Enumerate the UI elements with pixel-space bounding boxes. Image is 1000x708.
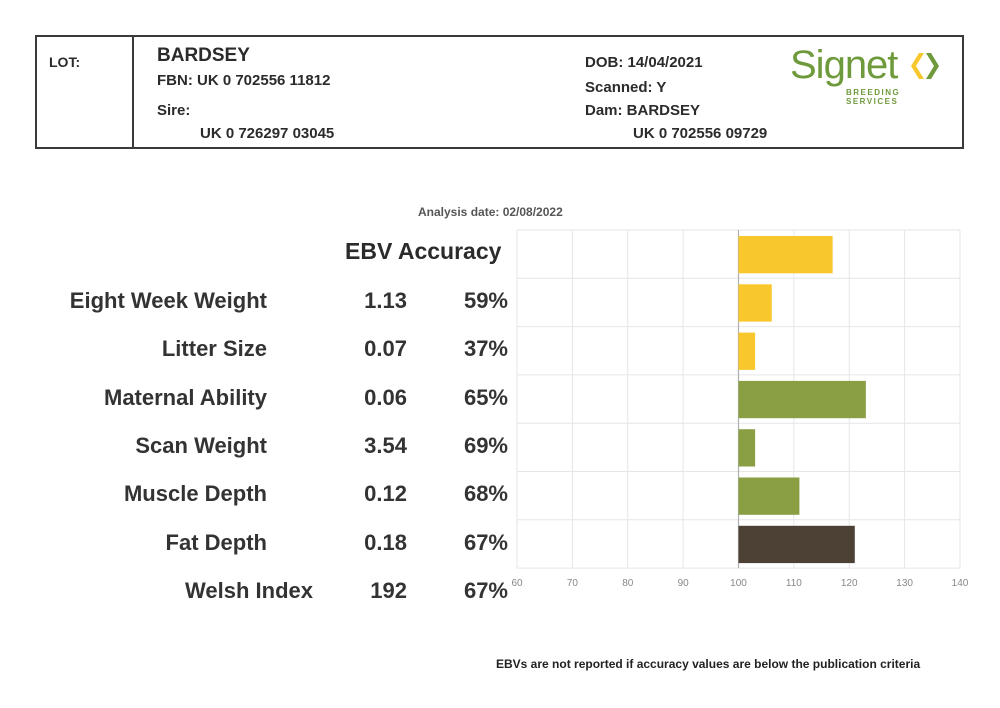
accuracy-value: 67%	[463, 529, 508, 555]
trait-label: Scan Weight	[135, 432, 267, 458]
ebv-value: 0.07	[364, 336, 407, 362]
footnote: EBVs are not reported if accuracy values…	[496, 657, 921, 671]
signet-chevrons-icon	[911, 53, 939, 79]
bar-maternal-ability	[738, 332, 756, 370]
x-tick-label: 80	[622, 578, 634, 589]
trait-label: Fat Depth	[165, 529, 267, 555]
dam-id: UK 0 702556 09729	[633, 125, 768, 142]
trait-label: Litter Size	[161, 336, 267, 362]
bar-eight-week-weight	[738, 236, 833, 274]
sire-label: Sire:	[157, 102, 191, 119]
bar-litter-size	[738, 284, 772, 322]
ebv-value: 0.18	[364, 529, 407, 555]
trait-label: Welsh Index	[185, 577, 313, 603]
trait-label: Maternal Ability	[104, 384, 267, 410]
animal-name: BARDSEY	[157, 45, 250, 66]
ebv-value: 1.13	[364, 288, 407, 313]
x-tick-label: 60	[511, 578, 523, 589]
fbn: FBN: UK 0 702556 11812	[157, 72, 331, 89]
signet-logo: Signet BREEDING SERVICES	[790, 43, 950, 106]
accuracy-value: 69%	[463, 432, 508, 458]
accuracy-value: 68%	[463, 481, 508, 507]
analysis-date: Analysis date: 02/08/2022	[418, 205, 563, 219]
header-divider	[132, 37, 134, 147]
sire-id: UK 0 726297 03045	[200, 125, 335, 142]
logo-subtitle: BREEDING SERVICES	[846, 88, 901, 106]
x-tick-label: 120	[841, 578, 858, 589]
x-tick-label: 110	[786, 578, 802, 589]
bar-muscle-depth	[738, 429, 756, 467]
x-tick-label: 70	[567, 578, 579, 589]
bar-scan-weight	[738, 380, 866, 419]
ebv-value: 3.54	[364, 432, 407, 458]
ebv-value: 0.12	[364, 481, 407, 507]
bar-fat-depth	[738, 477, 800, 515]
dob: DOB: 14/04/2021	[585, 54, 703, 71]
accuracy-value: 59%	[463, 288, 508, 313]
bar-welsh-index	[738, 525, 855, 564]
accuracy-value: 67%	[463, 577, 508, 603]
scanned: Scanned: Y	[585, 79, 667, 96]
accuracy-value: 65%	[463, 384, 508, 410]
x-tick-label: 90	[678, 578, 690, 589]
animal-header: LOT: BARDSEY FBN: UK 0 702556 11812 Sire…	[35, 35, 964, 149]
accuracy-value: 37%	[463, 336, 508, 362]
logo-text: Signet	[790, 43, 898, 87]
x-tick-label: 130	[896, 578, 913, 589]
x-tick-label: 140	[952, 578, 969, 589]
trait-label: Muscle Depth	[123, 481, 267, 507]
x-tick-label: 100	[730, 578, 747, 589]
trait-label: Eight Week Weight	[69, 288, 267, 313]
column-header: EBV Accuracy	[345, 238, 502, 264]
dam: Dam: BARDSEY	[585, 102, 701, 119]
ebv-value: 192	[370, 577, 407, 603]
lot-label: LOT:	[49, 54, 81, 70]
ebv-value: 0.06	[364, 384, 407, 410]
